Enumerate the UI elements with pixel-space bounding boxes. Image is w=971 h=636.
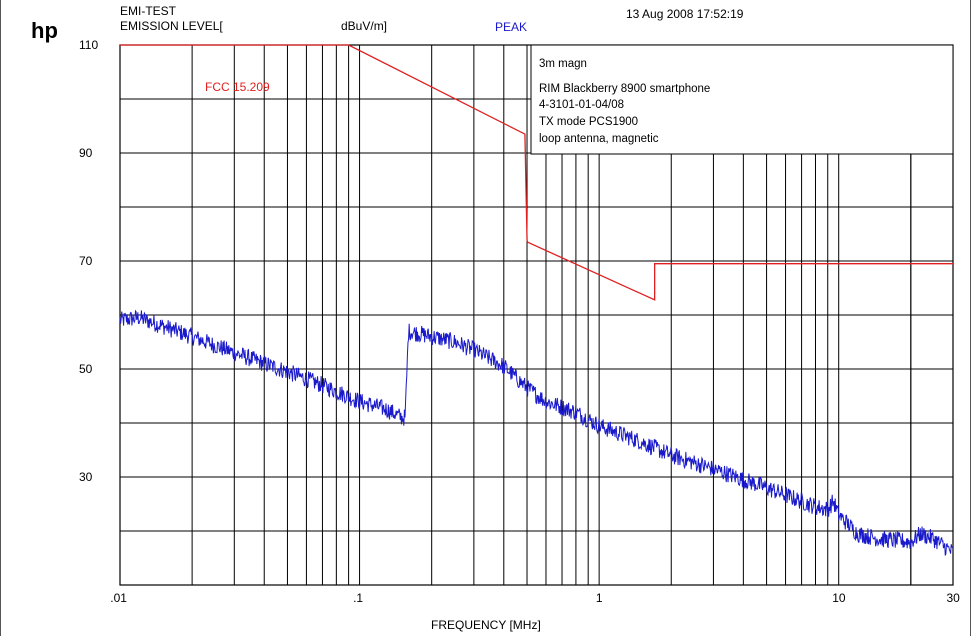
y-tick-label: 70 [79,254,93,268]
x-tick-label: 1 [596,591,603,605]
y-tick-label: 110 [79,38,98,52]
y-tick-label: 90 [79,146,93,160]
measurement-trace [119,309,954,556]
x-tick-label: 30 [947,591,961,605]
x-tick-label: .1 [353,591,363,605]
series-layer [119,44,954,556]
limit-line-label: FCC 15.209 [205,80,270,94]
unit-label: dBuV/m] [341,19,387,33]
timestamp: 13 Aug 2008 17:52:19 [626,7,744,21]
chart-title-line2: EMISSION LEVEL[ [120,19,223,33]
detector-label: PEAK [495,20,527,34]
x-tick-label: .01 [110,591,127,605]
annotation-box [530,44,954,155]
x-tick-label: 10 [832,591,846,605]
hp-logo: hp [31,18,58,43]
x-axis-label: FREQUENCY [MHz] [431,618,541,632]
annotation-line2: RIM Blackberry 8900 smartphone [539,83,710,95]
chart-title-line1: EMI-TEST [120,4,177,18]
annotation-line4: TX mode PCS1900 [539,116,638,128]
grid [119,44,954,586]
limit-line [120,44,953,301]
y-tick-label: 30 [79,470,93,484]
annotation-line1: 3m magn [539,58,587,70]
y-tick-label: 50 [79,362,93,376]
annotation-line3: 4-3101-01-04/08 [539,99,624,111]
annotation-line5: loop antenna, magnetic [539,133,659,145]
